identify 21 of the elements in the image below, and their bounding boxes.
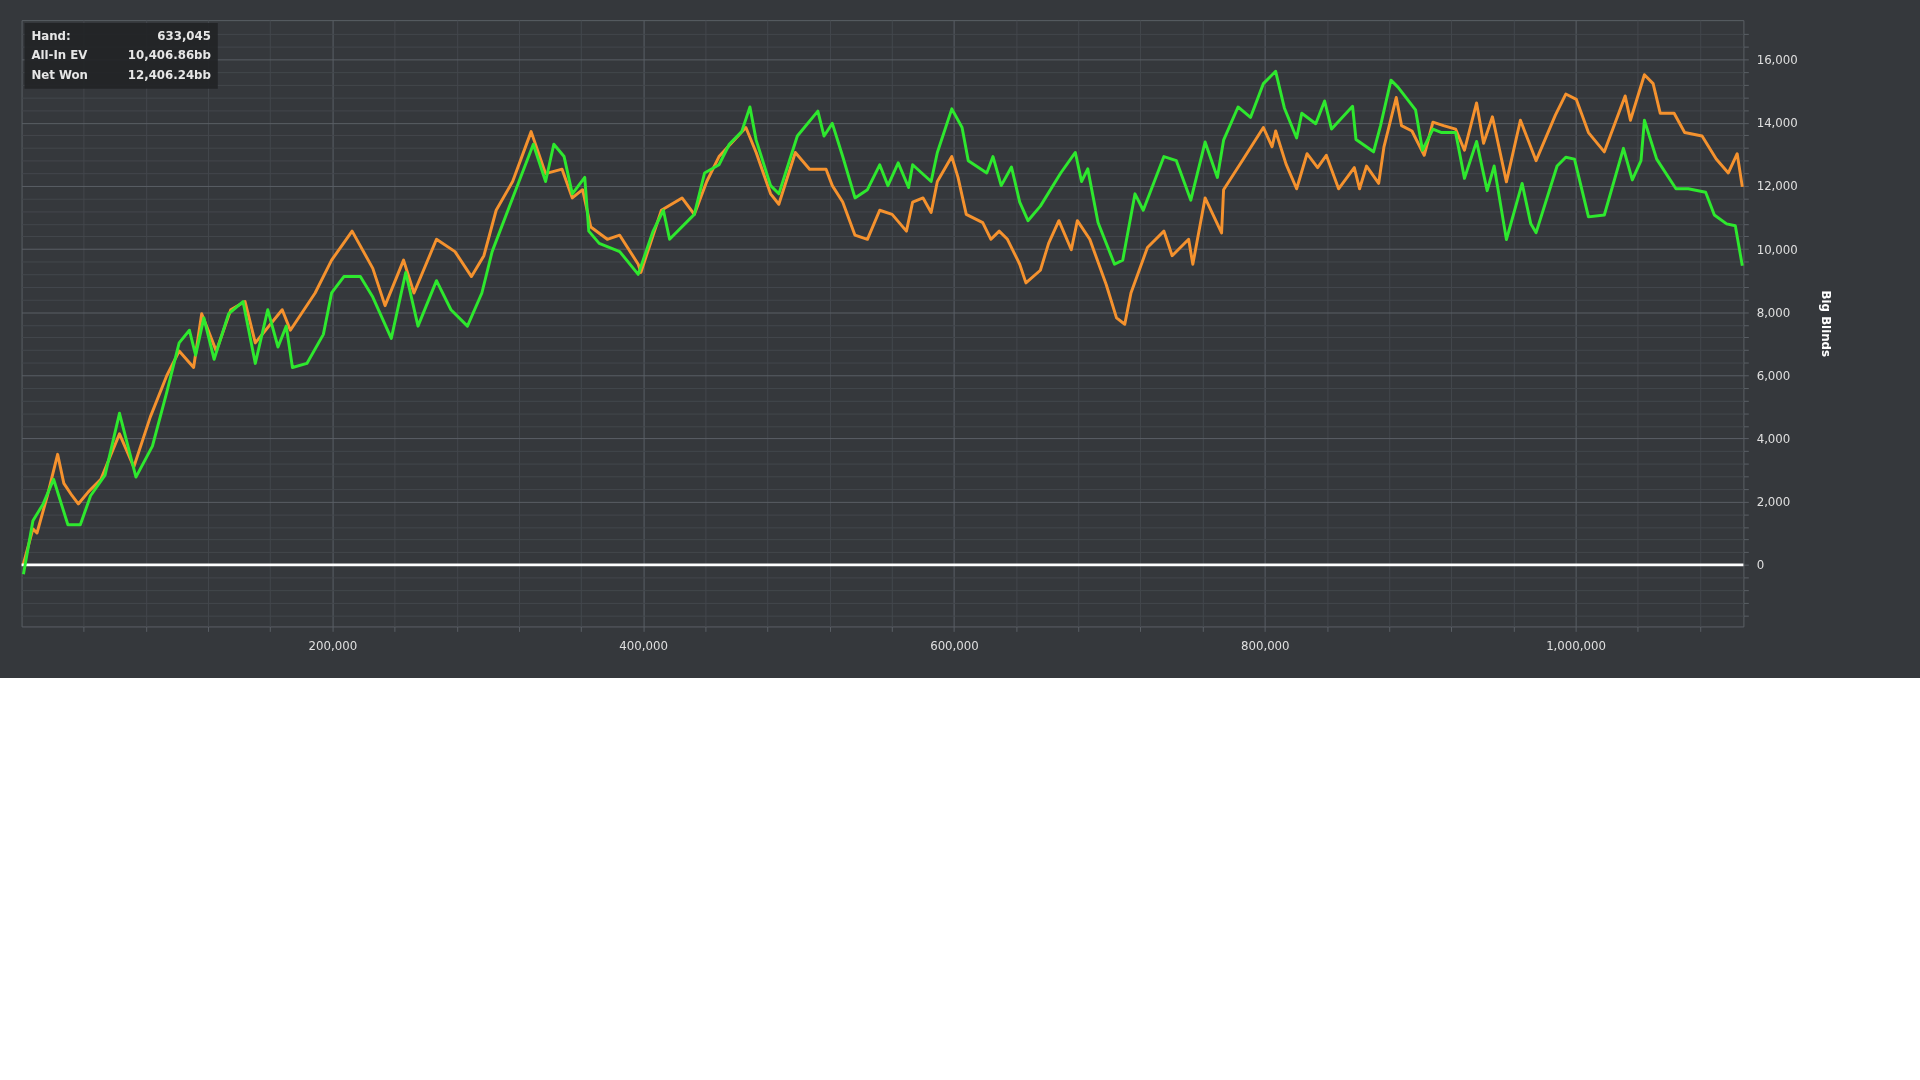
x-tick-label: 200,000 xyxy=(308,639,358,654)
y-axis-title: Big Blinds xyxy=(1819,290,1834,357)
y-tick-label: 4,000 xyxy=(1756,431,1791,446)
y-tick-label: 8,000 xyxy=(1756,305,1791,320)
y-tick-label: 10,000 xyxy=(1756,242,1798,257)
annotation: 12,406.24bb xyxy=(127,68,211,83)
x-tick-label: 400,000 xyxy=(619,639,668,654)
y-tick-label: 14,000 xyxy=(1756,116,1798,131)
x-tick-label: 800,000 xyxy=(1240,639,1290,654)
annotation: Net Won xyxy=(31,68,88,83)
annotation: All-In EV xyxy=(31,48,89,63)
x-tick-label: 1,000,000 xyxy=(1546,639,1607,654)
y-tick-label: 12,000 xyxy=(1756,179,1798,194)
annotation: 633,045 xyxy=(157,28,211,43)
y-tick-label: 2,000 xyxy=(1756,495,1791,510)
annotation: Hand: xyxy=(31,28,71,43)
y-tick-label: 16,000 xyxy=(1756,53,1798,68)
y-tick-label: 0 xyxy=(1756,558,1765,573)
y-tick-label: 6,000 xyxy=(1756,368,1791,383)
x-tick-label: 600,000 xyxy=(930,639,979,654)
annotation: 10,406.86bb xyxy=(127,48,211,63)
